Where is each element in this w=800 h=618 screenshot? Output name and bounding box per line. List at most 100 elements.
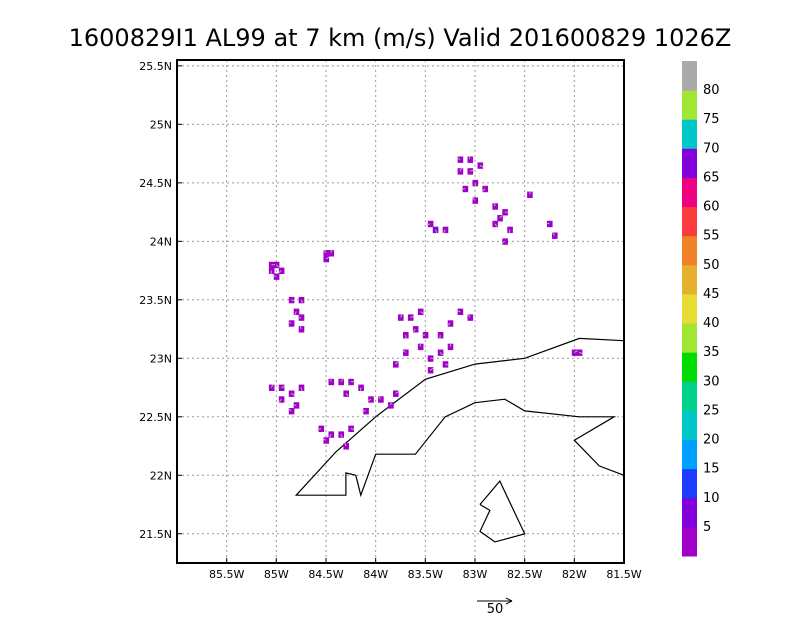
wind-vector <box>529 190 531 195</box>
wind-vector <box>300 299 304 304</box>
chart-title: 1600829I1 AL99 at 7 km (m/s) Valid 20160… <box>69 24 732 52</box>
wind-cell <box>268 384 275 391</box>
wind-vector <box>445 363 449 366</box>
wind-vector <box>294 311 297 315</box>
wind-vector <box>390 401 392 406</box>
wind-cell <box>457 308 464 315</box>
colorbar-label: 25 <box>703 403 720 418</box>
x-tick-label: 82W <box>562 568 587 581</box>
wind-vector <box>322 438 327 441</box>
colorbar-swatch <box>682 90 697 120</box>
y-tick-label: 22.5N <box>139 411 172 424</box>
wind-vector <box>456 157 461 160</box>
wind-vector <box>378 396 382 400</box>
wind-cell <box>467 314 474 321</box>
wind-vector <box>323 249 327 254</box>
colorbar-label: 60 <box>703 200 720 215</box>
wind-vector <box>350 428 355 430</box>
wind-vector <box>344 442 347 447</box>
colorbar-label: 30 <box>703 374 720 389</box>
plot-frame <box>176 59 625 564</box>
wind-vector <box>290 392 295 396</box>
wind-vector <box>287 321 292 324</box>
colorbar-swatch <box>682 264 697 295</box>
wind-cell <box>388 402 394 409</box>
wind-vector <box>482 188 486 192</box>
wind-vectors <box>270 155 583 447</box>
colorbar-swatch <box>682 119 697 149</box>
x-tick-labels: 85.5W 85W 84.5W 84W 83.5W 83W 82.5W 82W 81.5W <box>209 558 642 581</box>
wind-cell <box>492 203 498 210</box>
wind-vector <box>400 314 403 318</box>
wind-cell <box>278 267 285 274</box>
wind-vector <box>345 393 349 397</box>
wind-vector <box>468 155 471 160</box>
vector-scale-key: 50 <box>477 597 513 617</box>
wind-vector <box>362 409 366 412</box>
wind-vector <box>552 232 555 236</box>
wind-cell <box>457 168 464 175</box>
wind-vector <box>579 351 583 355</box>
grid-lines <box>177 60 625 563</box>
wind-cell <box>343 443 349 450</box>
wind-vector <box>447 322 451 326</box>
wind-vector <box>469 169 474 172</box>
wind-cell <box>378 396 384 403</box>
wind-cell <box>403 349 409 356</box>
wind-vector <box>412 328 416 333</box>
colorbar-label: 75 <box>703 112 720 127</box>
x-tick-label: 82.5W <box>507 568 542 581</box>
y-tick-label: 24N <box>150 235 172 248</box>
colorbar-swatch <box>682 148 697 178</box>
wind-cell <box>323 250 330 257</box>
colorbar-label: 70 <box>703 141 720 156</box>
colorbar-swatch <box>682 439 697 470</box>
x-tick-label: 85W <box>264 568 289 581</box>
wind-vector <box>499 215 503 219</box>
wind-cell <box>368 396 374 403</box>
colorbar-label: 15 <box>703 462 720 477</box>
wind-cell <box>338 378 344 386</box>
vector-scale-label: 50 <box>487 602 504 617</box>
wind-vector <box>410 316 414 318</box>
wind-vector <box>420 311 424 314</box>
colorbar-swatch <box>682 497 697 528</box>
colorbar-swatch <box>682 206 697 237</box>
wind-cell <box>547 220 553 228</box>
y-tick-label: 24.5N <box>139 177 172 190</box>
x-tick-label: 83W <box>463 568 488 581</box>
wind-vector <box>297 316 302 320</box>
y-tick-label: 23N <box>150 352 172 365</box>
colorbar-swatch <box>682 381 697 411</box>
wind-vector <box>278 270 282 274</box>
wind-cell <box>457 156 464 163</box>
wind-cell <box>527 191 533 198</box>
wind-cell <box>273 273 280 280</box>
y-tick-label: 22N <box>150 469 172 482</box>
colorbar-label: 35 <box>703 345 720 360</box>
x-tick-label: 85.5W <box>209 568 244 581</box>
wind-vector <box>325 256 330 260</box>
wind-cell <box>293 402 300 409</box>
wind-vector <box>291 299 295 302</box>
wind-vector <box>443 229 446 234</box>
wind-cell <box>552 232 558 239</box>
colorbar-swatch <box>682 323 697 353</box>
wind-vector <box>402 349 406 353</box>
colorbar-swatch <box>682 61 697 91</box>
colorbar-label: 40 <box>703 316 720 331</box>
wind-vector <box>275 264 280 268</box>
wind-vector <box>299 325 302 330</box>
wind-vector <box>300 387 303 392</box>
coastline-segment <box>294 337 625 498</box>
wind-vector <box>272 275 277 277</box>
wind-vector <box>426 223 431 226</box>
y-tick-label: 21.5N <box>139 528 172 541</box>
wind-vector <box>472 197 476 201</box>
wind-cell <box>288 408 295 415</box>
wind-cell <box>328 378 335 386</box>
colorbar-swatch <box>682 468 697 499</box>
wind-vector <box>545 222 550 225</box>
wind-vector <box>330 249 333 254</box>
